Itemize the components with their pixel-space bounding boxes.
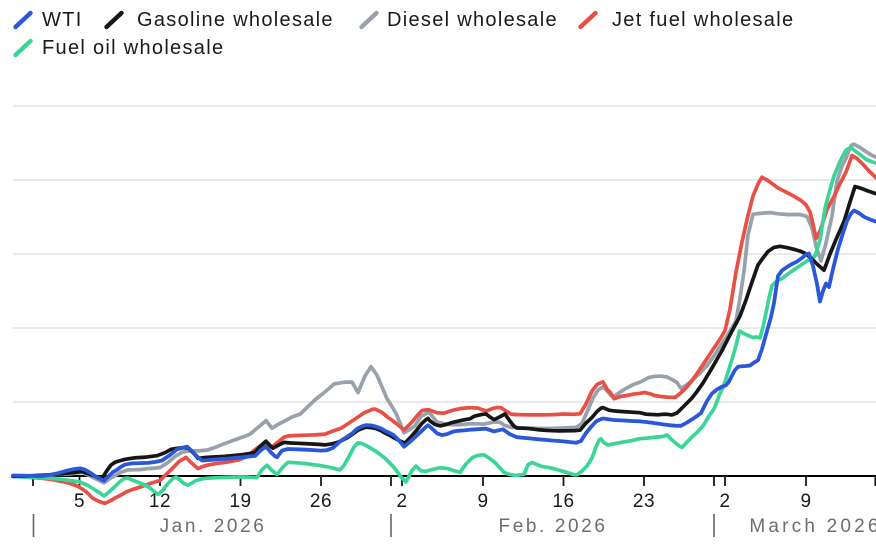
svg-text:12: 12 (149, 491, 171, 512)
svg-text:5: 5 (74, 491, 85, 512)
svg-text:2: 2 (719, 491, 730, 512)
svg-text:26: 26 (310, 491, 332, 512)
svg-text:9: 9 (800, 491, 811, 512)
svg-text:9: 9 (477, 491, 488, 512)
svg-text:19: 19 (229, 491, 251, 512)
svg-text:23: 23 (633, 491, 655, 512)
svg-text:2: 2 (396, 491, 407, 512)
svg-text:Feb. 2026: Feb. 2026 (499, 516, 608, 537)
svg-text:Jan. 2026: Jan. 2026 (160, 516, 267, 537)
svg-text:16: 16 (552, 491, 574, 512)
svg-text:March 2026: March 2026 (749, 516, 876, 537)
